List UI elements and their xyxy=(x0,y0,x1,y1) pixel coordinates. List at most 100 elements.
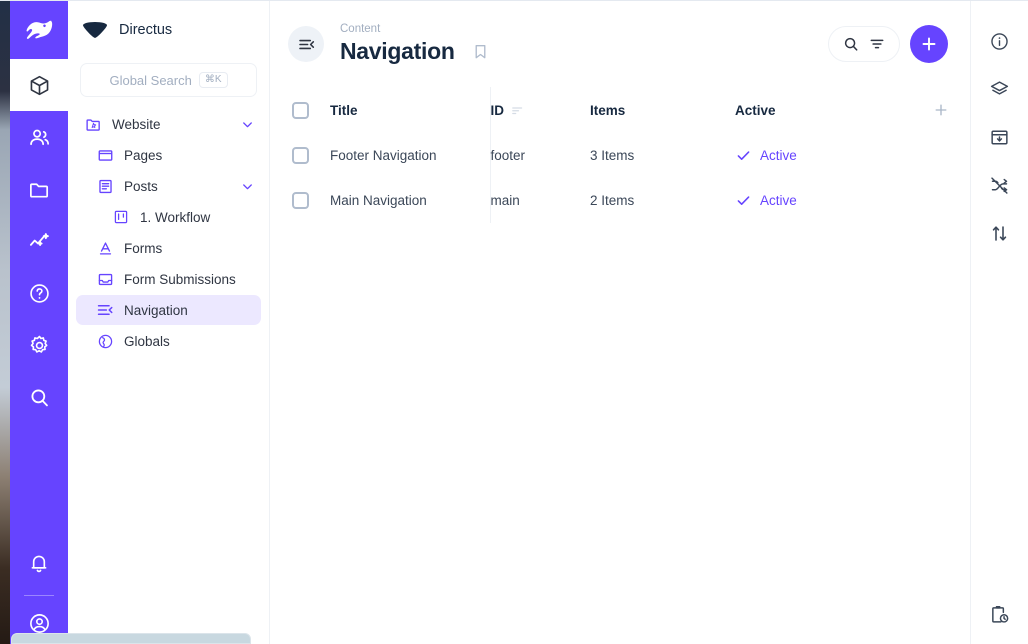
global-search-input[interactable]: Global Search ⌘K xyxy=(80,63,257,97)
column-label: ID xyxy=(490,102,505,118)
clipboard-clock-icon xyxy=(989,604,1010,625)
directus-rabbit-logo xyxy=(24,18,54,42)
module-item-notifications[interactable] xyxy=(10,537,68,589)
article-icon xyxy=(94,175,116,197)
sidebar-item-posts[interactable]: Posts xyxy=(76,171,261,201)
directus-logo-button[interactable] xyxy=(10,1,68,59)
sidebar-item-label: Posts xyxy=(124,178,158,194)
sidebar-item-label: Form Submissions xyxy=(124,271,236,287)
menu-collapse-icon xyxy=(297,35,316,54)
sidebar-item-label: 1. Workflow xyxy=(140,209,211,225)
row-end-cell xyxy=(905,178,950,223)
layers-icon xyxy=(989,79,1010,100)
sidebar-item-label: Website xyxy=(112,116,161,132)
sort-icon[interactable] xyxy=(510,103,525,118)
column-label: Title xyxy=(330,102,358,118)
sidebar-item-label: Pages xyxy=(124,147,163,163)
chevron-down-icon[interactable] xyxy=(240,117,255,132)
module-item-settings[interactable] xyxy=(10,319,68,371)
module-item-content[interactable] xyxy=(10,59,68,111)
people-icon xyxy=(28,126,51,149)
shuffle-disabled-icon xyxy=(989,175,1010,196)
cell-active: Active xyxy=(735,178,905,223)
activity-log-button[interactable] xyxy=(971,590,1028,638)
layers-sidebar-button[interactable] xyxy=(971,65,1028,113)
add-column-cell xyxy=(905,87,950,133)
page-header: Content Navigation xyxy=(270,1,970,87)
chevron-down-icon[interactable] xyxy=(240,179,255,194)
sidebar-item-label: Forms xyxy=(124,240,163,256)
module-bar-divider xyxy=(24,595,54,596)
search-filter-group[interactable] xyxy=(828,26,900,62)
sidebar-item-workflow[interactable]: 1. Workflow xyxy=(76,202,261,232)
project-brand[interactable]: Directus xyxy=(68,1,269,59)
column-header-id[interactable]: ID xyxy=(489,87,590,133)
cell-title: Footer Navigation xyxy=(330,148,437,163)
right-sidebar xyxy=(970,1,1028,644)
select-all-checkbox[interactable] xyxy=(292,101,309,119)
directus-gem-logo xyxy=(82,20,108,40)
items-table: Title ID xyxy=(292,87,950,223)
row-select-cell xyxy=(292,133,330,178)
sort-arrows-icon xyxy=(989,223,1010,244)
table-row[interactable]: Main Navigation main 2 Items Active xyxy=(292,178,950,223)
module-item-account[interactable] xyxy=(10,602,68,644)
sidebar-item-website[interactable]: Website xyxy=(76,109,261,139)
plus-icon[interactable] xyxy=(905,101,950,119)
menu-open-icon xyxy=(94,299,116,321)
shuffle-off-button[interactable] xyxy=(971,161,1028,209)
check-icon xyxy=(735,147,752,164)
filter-icon[interactable] xyxy=(868,35,886,53)
sidebar-item-label: Globals xyxy=(124,333,170,349)
sidebar-item-globals[interactable]: Globals xyxy=(76,326,261,356)
table-row[interactable]: Footer Navigation footer 3 Items Active xyxy=(292,133,950,178)
page-title-block: Content Navigation xyxy=(340,23,490,64)
module-item-insights[interactable] xyxy=(10,215,68,267)
row-checkbox[interactable] xyxy=(292,192,309,209)
breadcrumb[interactable]: Content xyxy=(340,23,381,36)
sidebar-item-form-submissions[interactable]: Form Submissions xyxy=(76,264,261,294)
module-item-search[interactable] xyxy=(10,371,68,423)
cell-items: 3 Items xyxy=(590,148,635,163)
cell-title: Main Navigation xyxy=(330,193,427,208)
column-header-active[interactable]: Active xyxy=(735,87,905,133)
info-sidebar-button[interactable] xyxy=(971,17,1028,65)
module-bar xyxy=(10,1,68,644)
bookmark-icon[interactable] xyxy=(471,42,490,61)
info-circle-icon xyxy=(989,31,1010,52)
active-label: Active xyxy=(760,193,797,208)
kanban-icon xyxy=(110,206,132,228)
navigation-sidebar: Directus Global Search ⌘K Website xyxy=(68,1,270,644)
global-search-placeholder: Global Search xyxy=(109,72,192,88)
folder-icon xyxy=(28,178,51,201)
items-table-wrap: Title ID xyxy=(270,87,970,223)
select-all-cell xyxy=(292,87,330,133)
header-actions xyxy=(828,25,948,63)
active-label: Active xyxy=(760,148,797,163)
table-head: Title ID xyxy=(292,87,950,133)
row-checkbox[interactable] xyxy=(292,147,309,164)
sidebar-collapse-button[interactable] xyxy=(288,26,324,62)
search-icon[interactable] xyxy=(842,35,860,53)
cell-items: 2 Items xyxy=(590,193,635,208)
main-content: Content Navigation xyxy=(270,1,970,644)
gear-icon xyxy=(28,334,51,357)
module-item-users[interactable] xyxy=(10,111,68,163)
horizontal-scrollbar[interactable] xyxy=(11,633,251,644)
create-item-button[interactable] xyxy=(910,25,948,63)
sidebar-item-navigation[interactable]: Navigation xyxy=(76,295,261,325)
sort-button[interactable] xyxy=(971,209,1028,257)
table-header-row: Title ID xyxy=(292,87,950,133)
sidebar-item-pages[interactable]: Pages xyxy=(76,140,261,170)
column-header-items[interactable]: Items xyxy=(590,87,735,133)
module-item-files[interactable] xyxy=(10,163,68,215)
cell-id: footer xyxy=(489,133,590,178)
import-sidebar-button[interactable] xyxy=(971,113,1028,161)
module-item-docs[interactable] xyxy=(10,267,68,319)
format-letter-icon xyxy=(94,237,116,259)
sidebar-item-forms[interactable]: Forms xyxy=(76,233,261,263)
column-header-title[interactable]: Title xyxy=(330,87,490,133)
insights-chart-icon xyxy=(28,230,51,253)
row-end-cell xyxy=(905,133,950,178)
inbox-icon xyxy=(94,268,116,290)
